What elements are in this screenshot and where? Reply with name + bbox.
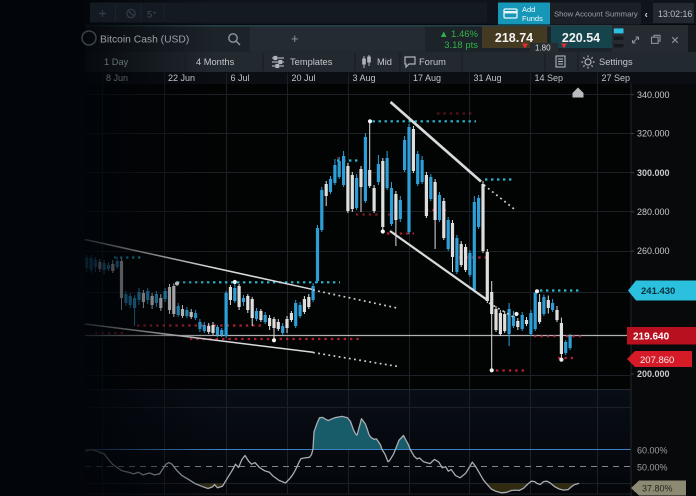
svg-text:Show Account Summary: Show Account Summary	[554, 10, 638, 19]
svg-text:260.000: 260.000	[637, 246, 670, 256]
svg-text:Add: Add	[522, 5, 535, 14]
svg-text:207.860: 207.860	[640, 355, 674, 366]
svg-text:60.00%: 60.00%	[637, 446, 668, 456]
svg-text:Settings: Settings	[599, 57, 633, 67]
svg-text:Templates: Templates	[290, 57, 333, 67]
svg-text:300.000: 300.000	[637, 168, 670, 178]
svg-text:17 Aug: 17 Aug	[413, 73, 441, 83]
svg-text:8 Jun: 8 Jun	[106, 73, 128, 83]
svg-text:3.18 pts: 3.18 pts	[444, 40, 478, 51]
svg-text:Mid: Mid	[377, 57, 392, 67]
svg-text:220.54: 220.54	[562, 31, 600, 45]
svg-text:22 Jun: 22 Jun	[168, 73, 195, 83]
svg-text:1 Day: 1 Day	[104, 57, 129, 67]
svg-text:Forum: Forum	[419, 57, 446, 67]
svg-text:27 Sep: 27 Sep	[602, 73, 631, 83]
svg-text:Funds: Funds	[522, 14, 543, 23]
svg-text:218.74: 218.74	[495, 31, 533, 45]
svg-text:▲ 1.46%: ▲ 1.46%	[439, 29, 479, 40]
svg-text:241.430: 241.430	[641, 286, 675, 297]
svg-text:200.000: 200.000	[637, 369, 670, 379]
svg-text:‹: ‹	[645, 10, 648, 21]
svg-text:Bitcoin Cash (USD): Bitcoin Cash (USD)	[100, 35, 189, 46]
svg-text:31 Aug: 31 Aug	[474, 73, 502, 83]
svg-text:5⁺: 5⁺	[147, 10, 157, 21]
svg-text:+: +	[291, 31, 299, 46]
svg-text:20 Jul: 20 Jul	[292, 73, 316, 83]
svg-text:13:02:16: 13:02:16	[658, 9, 692, 19]
svg-text:14 Sep: 14 Sep	[535, 73, 564, 83]
svg-text:280.000: 280.000	[637, 207, 670, 217]
svg-text:340.000: 340.000	[637, 90, 670, 100]
svg-text:3 Aug: 3 Aug	[353, 73, 376, 83]
svg-text:1.80: 1.80	[535, 44, 551, 53]
svg-text:4 Months: 4 Months	[196, 57, 235, 67]
svg-text:37.80%: 37.80%	[642, 484, 673, 494]
svg-text:219.640: 219.640	[633, 332, 670, 343]
svg-text:320.000: 320.000	[637, 129, 670, 139]
svg-text:6 Jul: 6 Jul	[231, 73, 250, 83]
svg-text:50.00%: 50.00%	[637, 463, 668, 473]
